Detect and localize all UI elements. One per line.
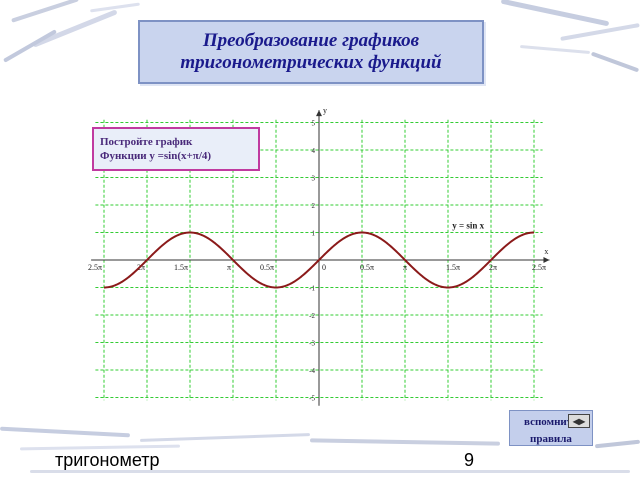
remind-rules-button[interactable]: вспомнить правила ◀▶ <box>509 410 593 446</box>
x-tick-label: 0 <box>322 263 326 272</box>
task-line-2: Функции у =sin(x+π/4) <box>100 150 212 162</box>
footer-label: тригонометр <box>55 450 160 470</box>
x-tick-label: 1.5π <box>446 263 460 272</box>
x-tick-label: 0.5π <box>360 263 374 272</box>
y-tick-label: 4 <box>312 147 316 155</box>
task-line-1: Постройте график <box>100 136 193 148</box>
y-axis-arrow <box>316 110 322 117</box>
x-tick-label: 2π <box>137 263 145 272</box>
sine-chart: 2.5π 2π 1.5π π 0.5π 0 0.5π π 1.5π 2π 2.5π 5 4 3 2 1 -1 -2… <box>88 106 550 406</box>
remind-button-label-2: правила <box>530 433 572 445</box>
sine-curve-series <box>103 231 535 289</box>
graph-panel: 2.5π 2π 1.5π π 0.5π 0 0.5π π 1.5π 2π 2.5π 5 4 3 2 1 -1 -2… <box>73 103 565 409</box>
y-tick-label: -3 <box>309 340 315 348</box>
y-tick-label: -1 <box>309 285 315 293</box>
x-tick-label: π <box>403 263 407 272</box>
x-tick-label: 2.5π <box>532 263 546 272</box>
x-tick-label: 1.5π <box>174 263 188 272</box>
y-tick-label: -2 <box>309 312 315 320</box>
y-tick-label: 5 <box>312 120 316 128</box>
y-tick-label: 1 <box>312 230 316 238</box>
y-tick-label: -5 <box>309 395 315 403</box>
x-tick-label: 0.5π <box>260 263 274 272</box>
page-number: 9 <box>464 450 475 470</box>
y-tick-label: -4 <box>309 367 315 375</box>
y-tick-label: 2 <box>312 202 316 210</box>
curve-label: y = sin x <box>452 220 484 230</box>
x-tick-label: π <box>227 263 231 272</box>
x-tick-label: 2.5π <box>88 263 102 272</box>
x-axis-label: x <box>544 247 548 256</box>
y-axis-label: y <box>323 106 327 115</box>
title-line-1: Преобразование графиков <box>202 30 420 51</box>
remind-button-label-1: вспомнить <box>524 416 578 428</box>
x-axis-arrow <box>543 257 550 263</box>
slide-title: Преобразование графиков тригонометрическ… <box>138 20 484 84</box>
title-line-2: тригонометрических функций <box>180 52 442 73</box>
y-tick-label: 3 <box>312 175 316 183</box>
x-tick-label: 2π <box>489 263 497 272</box>
nav-icon[interactable]: ◀▶ <box>568 414 590 428</box>
task-box: Постройте график Функции у =sin(x+π/4) <box>92 127 260 171</box>
